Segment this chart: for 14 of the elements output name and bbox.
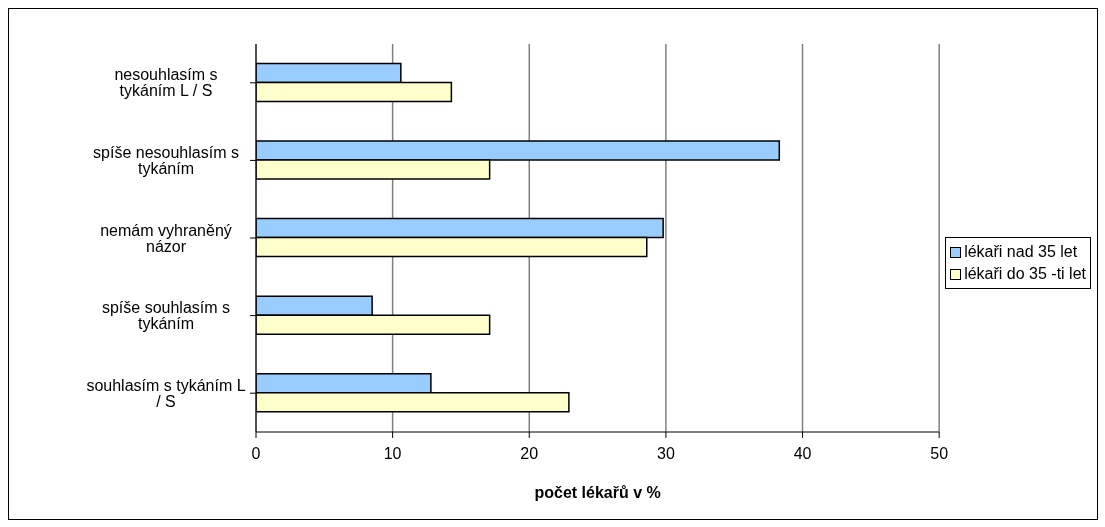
y-tick-label: souhlasím s tykáním L / S bbox=[86, 376, 246, 410]
x-tick-label: 0 bbox=[251, 445, 261, 463]
x-tick-label: 20 bbox=[520, 445, 539, 463]
y-tick-label: nemám vyhraněný názor bbox=[100, 221, 232, 255]
y-tick-label: nesouhlasím s tykáním L / S bbox=[114, 66, 218, 100]
y-tick-label: spíše nesouhlasím s tykáním bbox=[93, 144, 239, 178]
legend-label: lékaři nad 35 let bbox=[964, 242, 1078, 262]
x-tick-label: 30 bbox=[657, 445, 675, 463]
x-axis-title: počet lékařů v % bbox=[534, 484, 661, 501]
x-tick-label: 10 bbox=[383, 445, 402, 463]
x-tick-label: 40 bbox=[793, 445, 812, 463]
y-tick-label: spíše souhlasím s tykáním bbox=[101, 299, 231, 333]
legend-label: lékaři do 35 -ti let bbox=[964, 264, 1086, 284]
x-tick-label: 50 bbox=[930, 445, 949, 463]
